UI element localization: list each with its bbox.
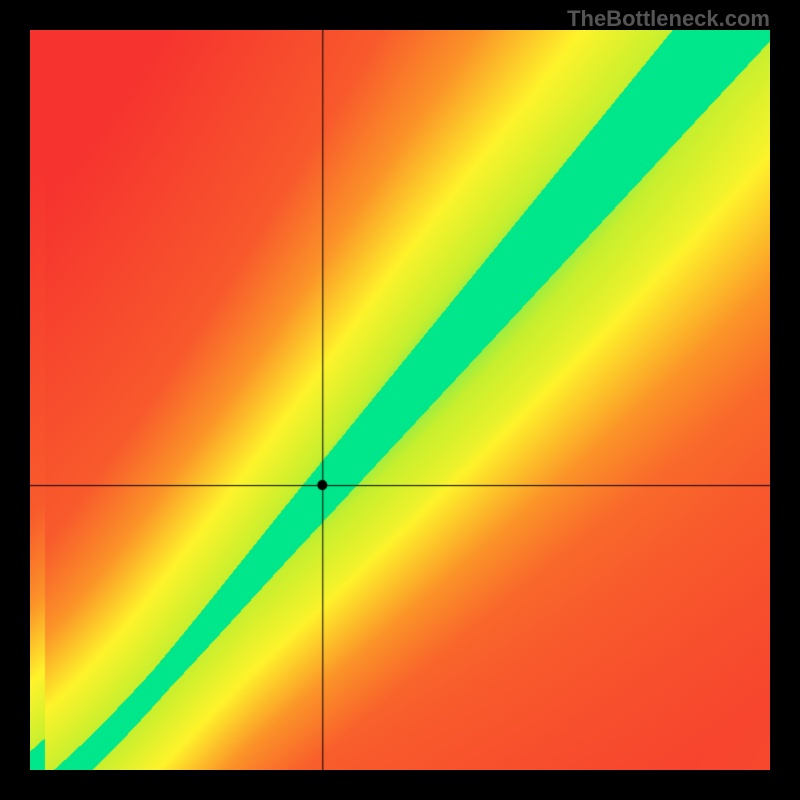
heatmap-plot	[30, 30, 770, 770]
chart-container: TheBottleneck.com	[0, 0, 800, 800]
watermark-text: TheBottleneck.com	[567, 6, 770, 32]
crosshair-overlay	[30, 30, 770, 770]
